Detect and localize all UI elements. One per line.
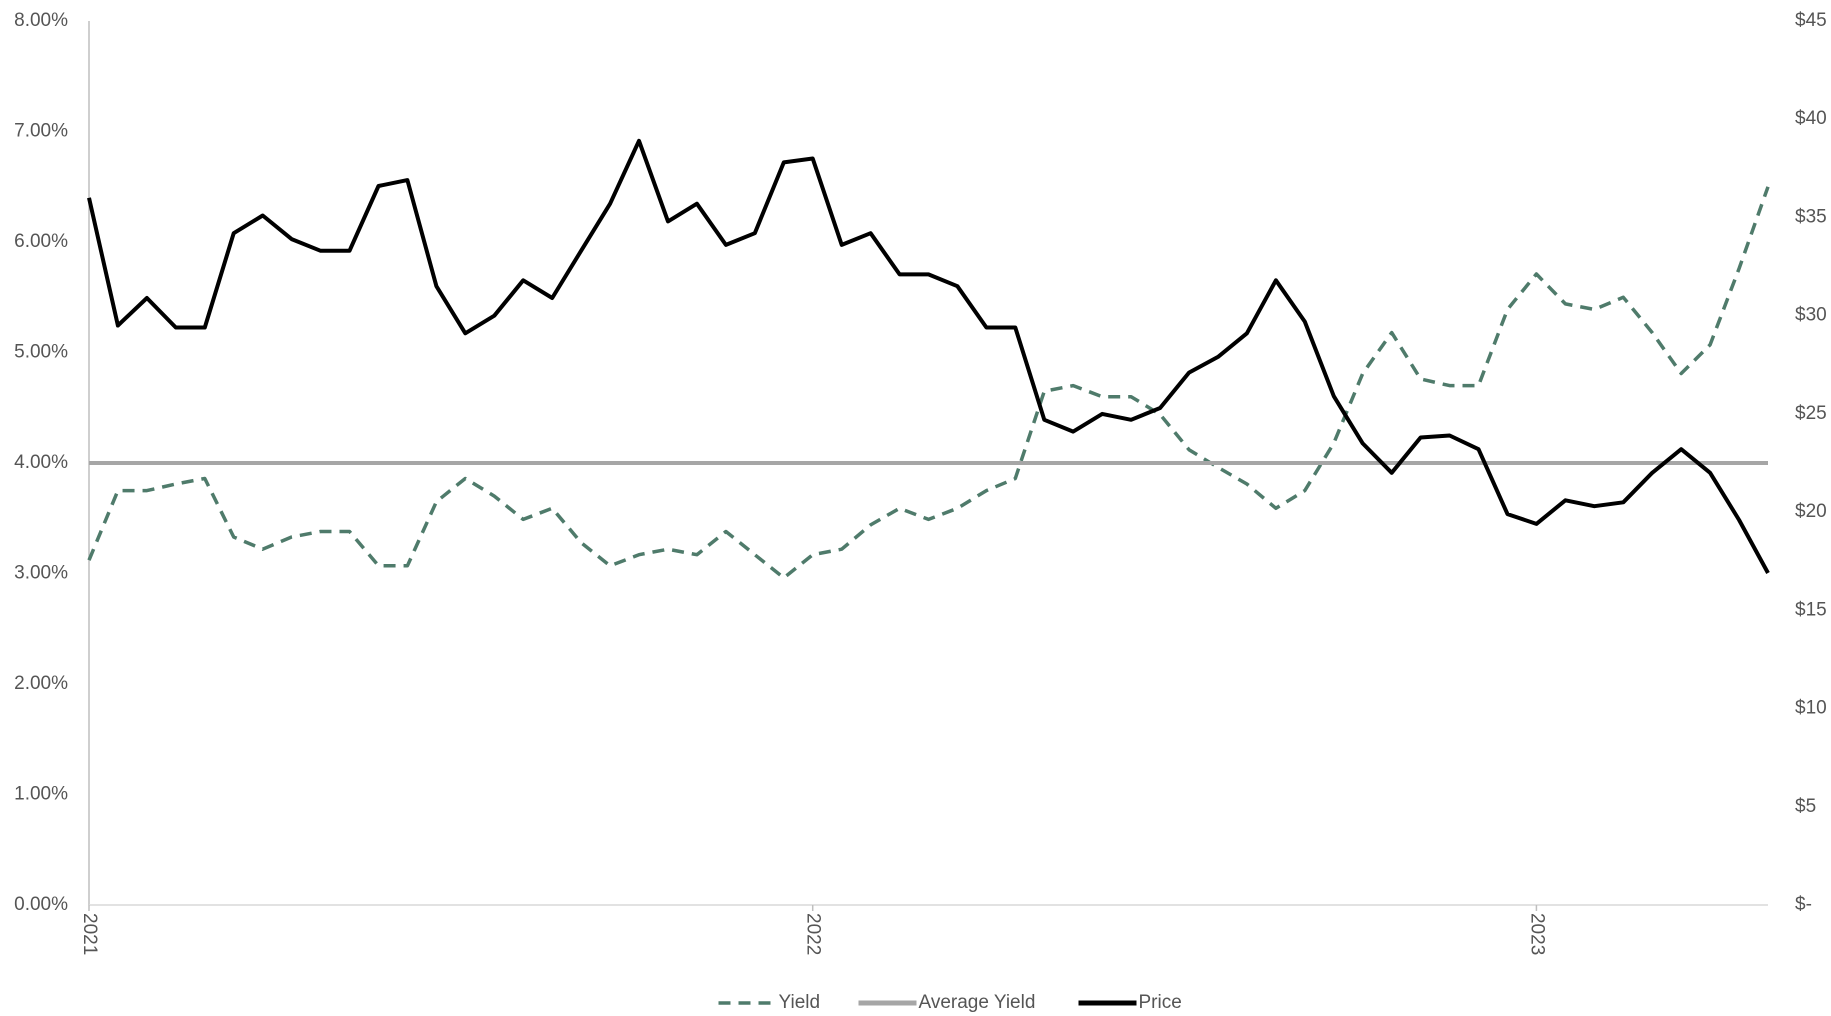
y-tick-label: 2.00% [14, 673, 68, 694]
x-tick-label: 2023 [1526, 913, 1547, 955]
y-tick-label: 6.00% [14, 231, 68, 252]
y2-tick-label: $25 [1795, 403, 1827, 424]
y-tick-label: 5.00% [14, 342, 68, 363]
y-tick-label: 0.00% [14, 894, 68, 915]
x-tick-label: 2022 [803, 913, 824, 955]
legend-label: Yield [779, 992, 821, 1013]
y2-tick-label: $35 [1795, 206, 1827, 227]
y-tick-label: 4.00% [14, 452, 68, 473]
y-tick-label: 1.00% [14, 784, 68, 805]
y2-tick-label: $10 [1795, 698, 1827, 719]
y2-tick-label: $45 [1795, 10, 1827, 31]
y-tick-label: 3.00% [14, 563, 68, 584]
y2-tick-label: $20 [1795, 501, 1827, 522]
y2-tick-label: $40 [1795, 108, 1827, 129]
y2-tick-label: $30 [1795, 305, 1827, 326]
series-line [87, 138, 1770, 574]
y2-tick-label: $- [1795, 894, 1812, 915]
legend-label: Average Yield [919, 992, 1036, 1013]
x-tick-label: 2021 [79, 913, 100, 955]
y2-tick-label: $15 [1795, 599, 1827, 620]
y-tick-label: 8.00% [14, 10, 68, 31]
series-line [87, 186, 1770, 580]
y2-tick-label: $5 [1795, 796, 1816, 817]
y-tick-label: 7.00% [14, 121, 68, 142]
legend-label: Price [1139, 992, 1182, 1013]
